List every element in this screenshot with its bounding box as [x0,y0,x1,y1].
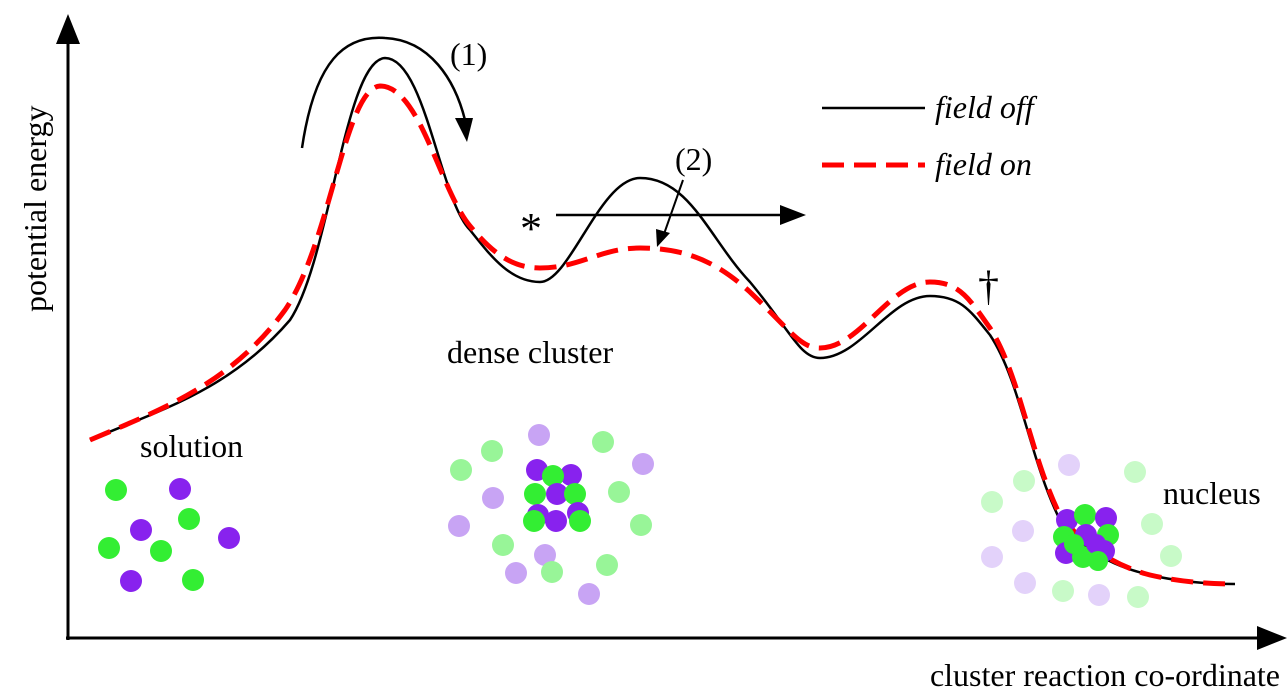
particle-green [150,540,172,562]
particle-green-faded [541,561,563,583]
legend-field-on-label: field on [935,146,1032,182]
particle-purple [560,464,582,486]
solution-particles [98,478,240,592]
particle-purple-faded [505,562,527,584]
particle-green [178,508,200,530]
particle-purple-faded [448,515,470,537]
particle-purple-faded [1058,454,1080,476]
particle-green-faded [1127,586,1149,608]
y-axis-arrow-icon [56,14,80,44]
particle-green-faded [492,534,514,556]
particle-purple-faded [1012,520,1034,542]
particle-green [182,569,204,591]
particle-purple-faded [482,487,504,509]
dagger-marker: † [978,264,999,310]
axes [56,14,1287,650]
particle-green [569,510,591,532]
particle-green-faded [1124,461,1146,483]
particle-purple [169,478,191,500]
dense-cluster-label: dense cluster [447,334,614,370]
particle-green-faded [481,440,503,462]
particle-purple [130,519,152,541]
dense-cluster-core [523,459,591,532]
particle-purple [218,527,240,549]
nucleus-core [1053,504,1119,571]
particle-green [564,483,586,505]
particle-purple [546,483,568,505]
particle-green-faded [1141,513,1163,535]
particle-green [1074,504,1096,526]
particle-purple-faded [1088,584,1110,606]
particle-purple [1095,507,1117,529]
particle-purple-faded [534,544,556,566]
field-off-curve [89,56,1236,586]
particle-green [1064,534,1084,554]
particle-green [105,479,127,501]
particle-purple [1056,509,1078,531]
particle-purple [545,510,567,532]
particle-purple [120,570,142,592]
particle-green-faded [596,554,618,576]
particle-purple [1086,534,1106,554]
y-axis-label: potential energy [17,106,53,312]
step1-arrowhead-icon [455,118,473,142]
particle-green [542,465,564,487]
particle-green-faded [1013,470,1035,492]
particle-green-faded [1052,580,1074,602]
step1-label: (1) [450,36,487,72]
particle-purple-faded [981,546,1003,568]
nucleus-halo [981,454,1182,608]
step1-arrow [300,36,467,149]
solution-label: solution [140,428,243,464]
x-axis-label: cluster reaction co-ordinate [930,657,1280,693]
particle-green [1088,551,1108,571]
particle-green-faded [608,481,630,503]
particle-green-faded [630,514,652,536]
legend-field-off-label: field off [935,89,1038,125]
particle-green [524,483,546,505]
step2-arrowhead-icon [656,229,670,247]
x-axis-arrow-icon [1257,626,1287,650]
step2-label: (2) [675,141,712,177]
particle-purple-faded [1014,572,1036,594]
nucleus-label: nucleus [1163,475,1261,511]
dense-cluster-halo [448,424,654,605]
particle-purple-faded [632,453,654,475]
particle-green-faded [981,491,1003,513]
particle-green-faded [592,431,614,453]
particle-green-faded [1160,545,1182,567]
step2-arrow-line [663,179,684,235]
particle-purple-faded [578,583,600,605]
particle-green-faded [450,459,472,481]
particle-green [98,537,120,559]
asterisk-marker: * [520,204,542,253]
particle-green [523,510,545,532]
particle-purple-faded [528,424,550,446]
field-on-curve [89,83,1236,587]
legend: field off field on [822,89,1038,182]
asterisk-arrowhead-icon [780,205,806,225]
